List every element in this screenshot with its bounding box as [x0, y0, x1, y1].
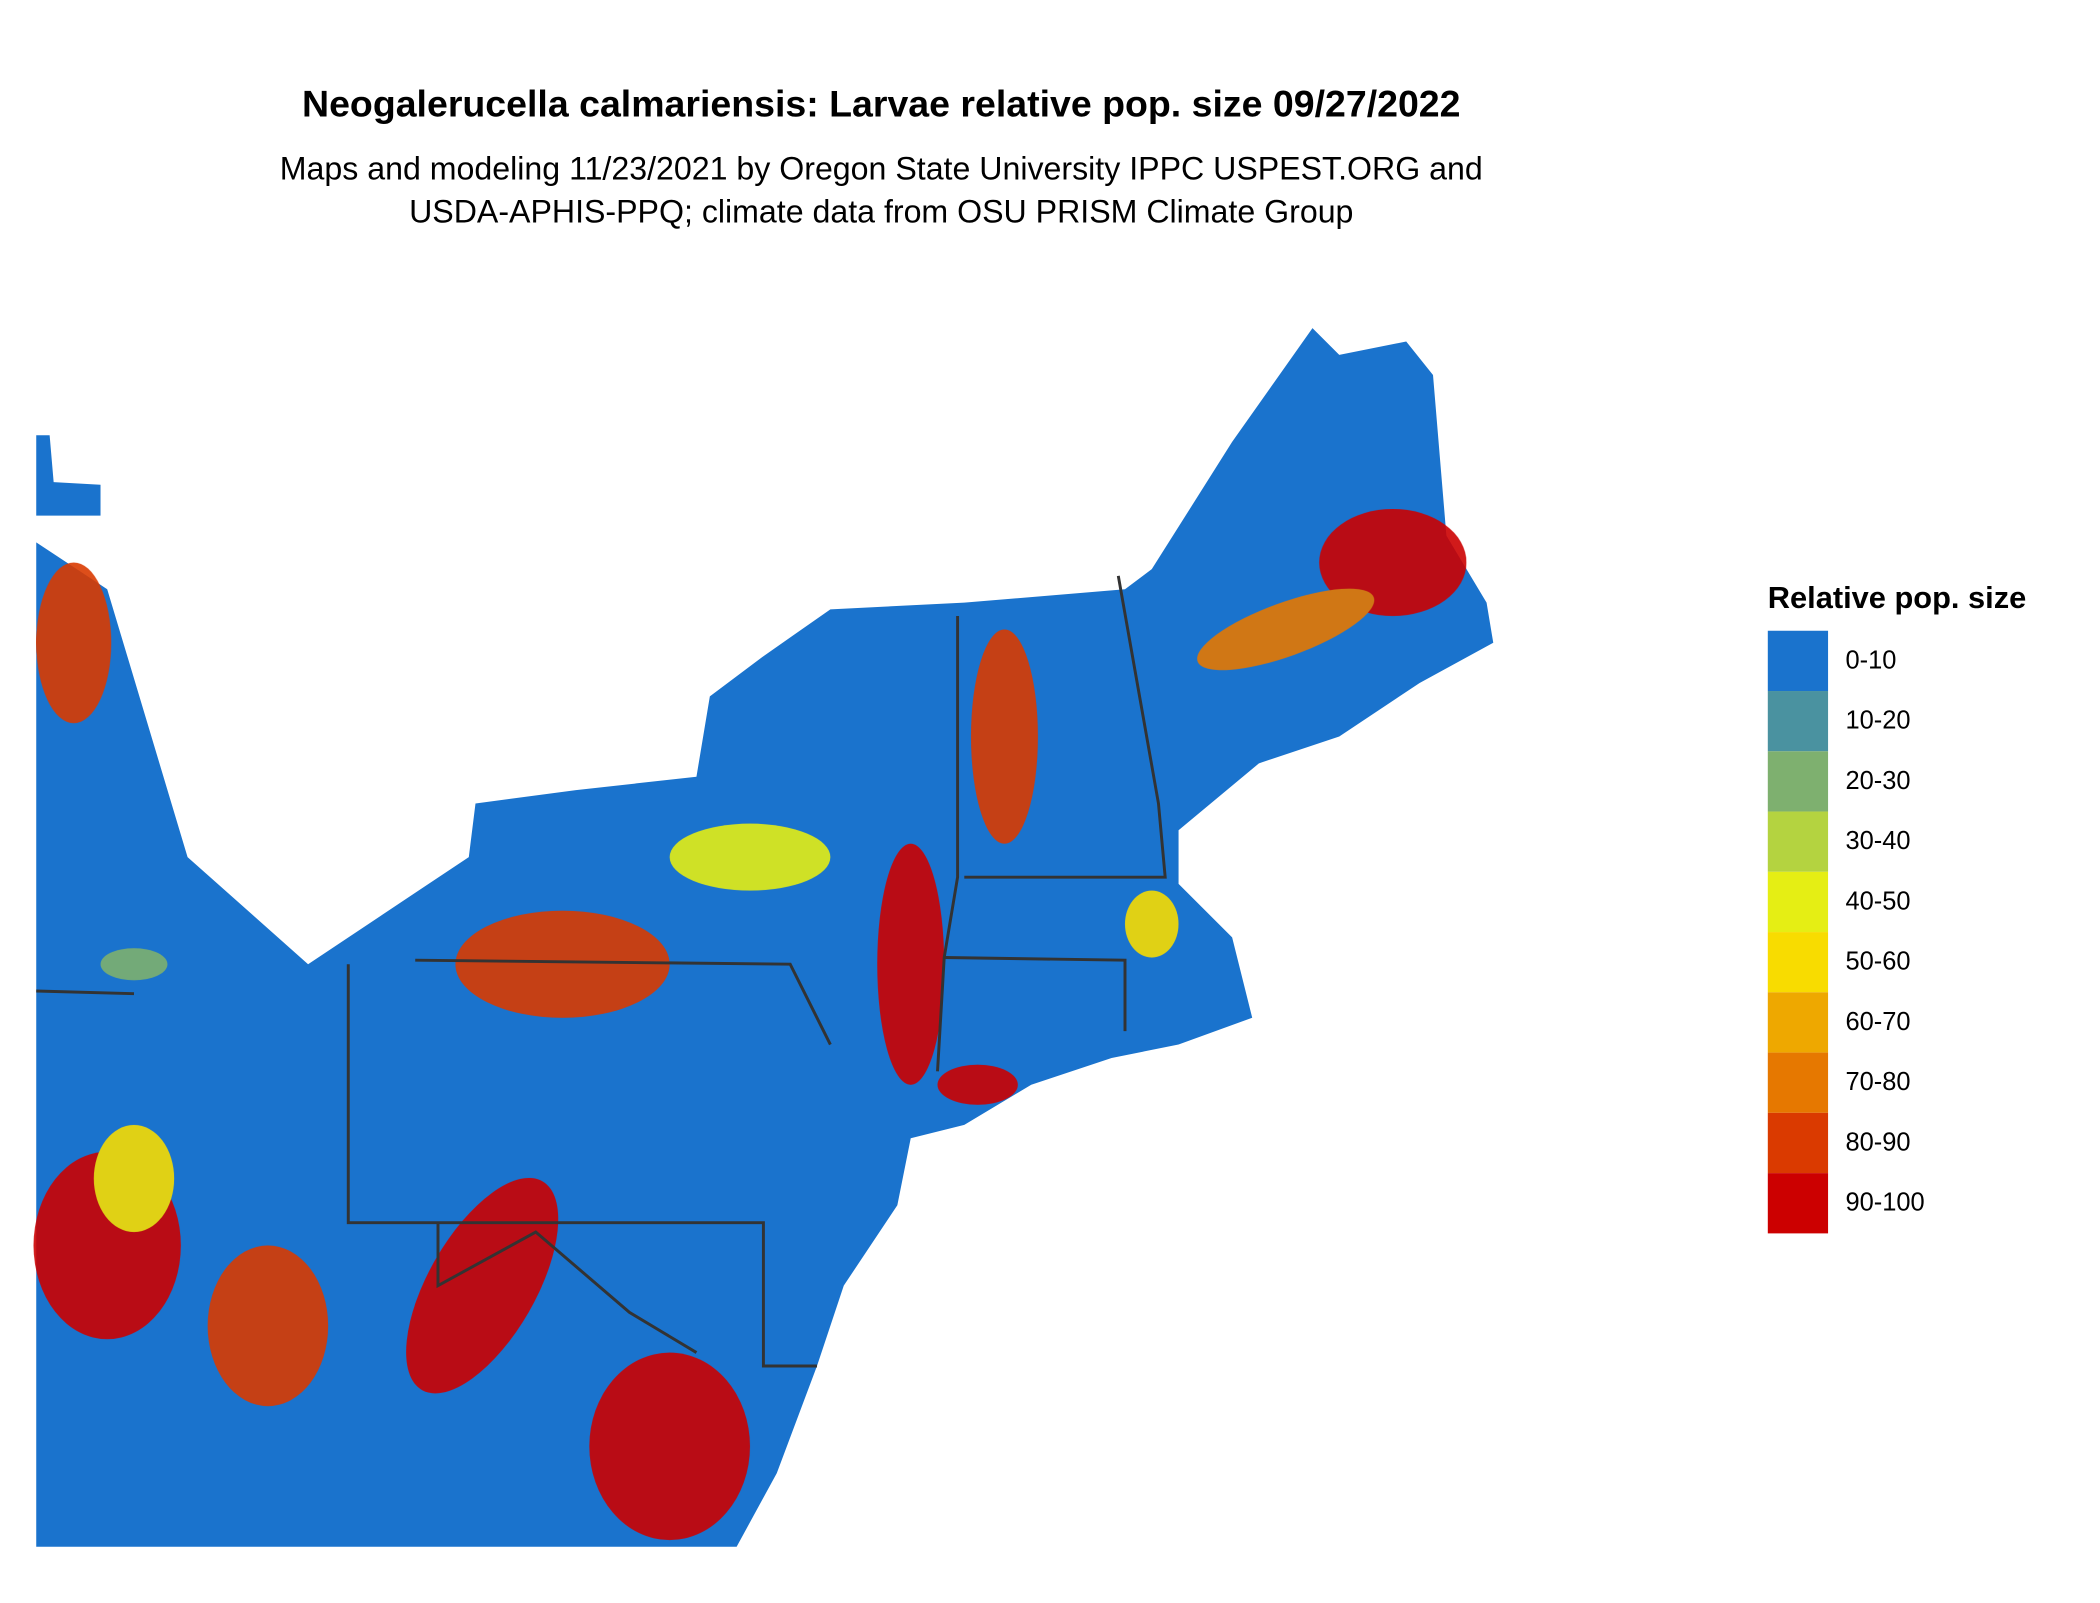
legend: Relative pop. size 0-10 10-20 20-30 30-40 40… [1767, 580, 2026, 1234]
legend-label: 20-30 [1845, 767, 1910, 795]
legend-label: 30-40 [1845, 827, 1910, 855]
legend-swatch [1767, 630, 1829, 692]
subtitle: Maps and modeling 11/23/2021 by Oregon S… [280, 150, 1483, 186]
legend-swatch [1767, 691, 1829, 752]
map-title: Neogalerucella calmariensis: Larvae rela… [302, 83, 1461, 125]
legend-swatch [1767, 932, 1829, 993]
legend-swatch [1767, 992, 1829, 1053]
legend-label: 90-100 [1845, 1189, 1924, 1217]
legend-swatch [1767, 1052, 1829, 1113]
map [33, 328, 1494, 1547]
legend-swatch [1767, 1112, 1829, 1174]
legend-title: Relative pop. size [1768, 580, 2026, 615]
subtitle: USDA-APHIS-PPQ; climate data from OSU PR… [409, 193, 1353, 229]
legend-label: 0-10 [1845, 646, 1896, 674]
legend-label: 10-20 [1845, 707, 1910, 735]
legend-label: 80-90 [1845, 1128, 1910, 1156]
legend-swatch [1767, 871, 1829, 933]
legend-label: 70-80 [1845, 1068, 1910, 1096]
hotspots [33, 508, 1467, 1541]
land [36, 435, 101, 516]
legend-swatch [1767, 811, 1829, 872]
legend-label: 50-60 [1845, 948, 1910, 976]
legend-swatch [1767, 751, 1829, 812]
legend-swatch [1767, 1173, 1829, 1234]
legend-label: 40-50 [1845, 887, 1910, 915]
state-borders [36, 575, 1167, 1368]
legend-label: 60-70 [1845, 1008, 1910, 1036]
